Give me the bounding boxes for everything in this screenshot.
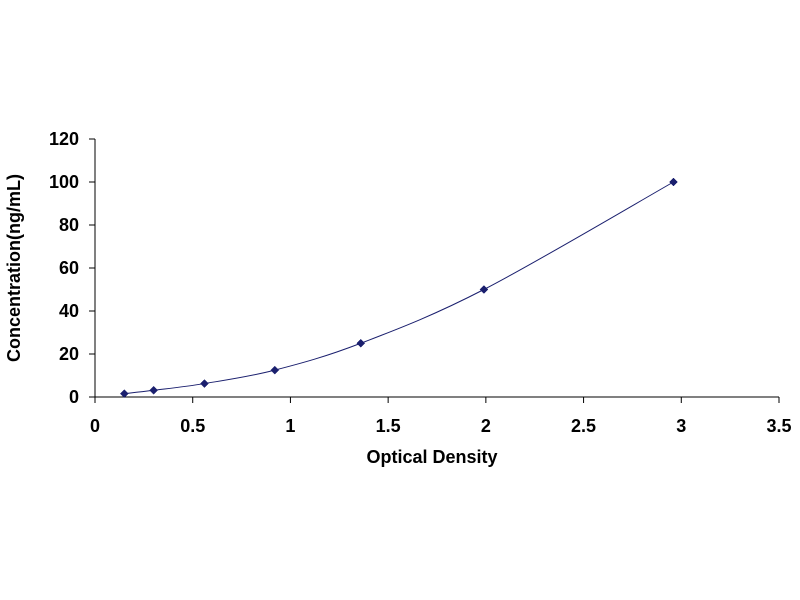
x-tick-label: 2 [481,416,491,436]
data-point [200,379,209,388]
y-tick-label: 0 [69,387,79,407]
y-tick-label: 40 [59,301,79,321]
data-point [119,389,129,398]
x-tick-label: 2.5 [571,416,596,436]
data-point [149,385,158,395]
fit-curve [124,181,674,395]
y-tick-label: 60 [59,258,79,278]
y-tick-label: 20 [59,344,79,364]
x-tick-label: 1 [285,416,295,436]
data-point [669,177,678,187]
data-point [479,285,489,294]
data-point [356,338,366,348]
x-tick-label: 0 [90,416,100,436]
x-tick-label: 3 [676,416,686,436]
x-tick-label: 3.5 [766,416,791,436]
x-tick-label: 1.5 [376,416,401,436]
data-point [270,365,280,375]
y-axis-title: Concentration(ng/mL) [4,174,24,362]
y-tick-label: 80 [59,215,79,235]
y-tick-label: 120 [49,129,79,149]
y-tick-label: 100 [49,172,79,192]
plot-area: 0 20 40 60 80 100 120 0 0.5 1 1.5 2 2.5 3 3.5 [49,129,792,436]
x-axis-title: Optical Density [366,447,497,467]
x-tick-label: 0.5 [180,416,205,436]
